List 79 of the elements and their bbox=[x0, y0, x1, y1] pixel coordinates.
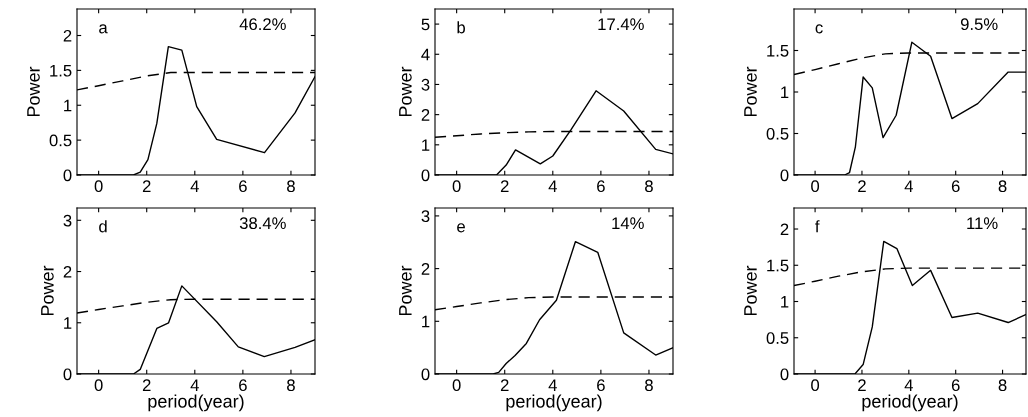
x-tick-label: 6 bbox=[239, 180, 247, 193]
x-axis-title: period(year) bbox=[862, 394, 958, 412]
y-tick-label: 1 bbox=[781, 296, 789, 308]
x-tick-label: 2 bbox=[858, 180, 866, 192]
annotation: a bbox=[99, 24, 108, 34]
y-tick-label: 1.5 bbox=[50, 64, 72, 77]
x-tick-label: 2 bbox=[142, 379, 151, 391]
y-tick-label: 0.5 bbox=[766, 332, 789, 344]
y-tick-label: 0 bbox=[421, 169, 430, 182]
y-tick-label: 0 bbox=[63, 368, 72, 381]
y-tick-label: 1 bbox=[422, 315, 430, 328]
x-tick-label: 6 bbox=[951, 379, 960, 392]
y-axis-title: Power bbox=[744, 265, 757, 316]
x-tick-label: 0 bbox=[811, 379, 820, 392]
annotation: 17.4% bbox=[598, 18, 644, 31]
x-tick-label: 4 bbox=[904, 379, 913, 391]
x-tick-label: 8 bbox=[998, 379, 1007, 392]
x-tick-label: 4 bbox=[190, 180, 199, 192]
x-tick-label: 4 bbox=[904, 180, 913, 192]
y-tick-label: 3 bbox=[421, 210, 430, 223]
x-tick-label: 4 bbox=[548, 379, 557, 391]
x-tick-label: 6 bbox=[597, 379, 605, 392]
x-tick-label: 2 bbox=[142, 180, 151, 192]
x-tick-label: 0 bbox=[94, 180, 103, 193]
annotation: 11% bbox=[967, 217, 998, 230]
x-tick-label: 6 bbox=[951, 180, 960, 193]
y-tick-label: 1.5 bbox=[767, 45, 789, 57]
annotation: 9.5% bbox=[960, 18, 998, 31]
annotation: 46.2% bbox=[239, 18, 286, 31]
annotation: f bbox=[815, 220, 820, 233]
x-tick-label: 0 bbox=[94, 379, 103, 392]
y-axis-title: Power bbox=[744, 66, 757, 117]
y-tick-label: 3 bbox=[421, 78, 430, 91]
x-axis-title: period(year) bbox=[148, 394, 244, 412]
x-tick-label: 8 bbox=[287, 180, 295, 193]
y-tick-label: 2 bbox=[63, 265, 72, 278]
y-tick-label: 0 bbox=[63, 169, 72, 182]
y-tick-label: 1 bbox=[422, 139, 430, 151]
x-tick-label: 2 bbox=[858, 379, 866, 391]
x-axis-title: period(year) bbox=[506, 394, 602, 412]
x-tick-label: 8 bbox=[287, 379, 295, 392]
x-tick-label: 8 bbox=[645, 379, 653, 392]
x-tick-label: 6 bbox=[239, 379, 247, 392]
annotation: 38.4% bbox=[239, 217, 286, 230]
x-tick-label: 2 bbox=[500, 180, 509, 192]
x-tick-label: 0 bbox=[811, 180, 820, 193]
y-tick-label: 2 bbox=[780, 223, 789, 236]
y-tick-label: 0 bbox=[421, 368, 430, 381]
x-tick-label: 4 bbox=[190, 379, 199, 391]
annotation: 14% bbox=[612, 217, 644, 230]
x-tick-label: 8 bbox=[645, 180, 653, 193]
y-tick-label: 2 bbox=[421, 109, 430, 121]
y-axis-title: Power bbox=[27, 66, 40, 117]
y-tick-label: 0 bbox=[780, 169, 789, 182]
x-tick-label: 4 bbox=[548, 180, 557, 192]
y-tick-label: 1 bbox=[781, 86, 789, 99]
y-tick-label: 5 bbox=[421, 18, 430, 31]
x-tick-label: 6 bbox=[597, 180, 605, 193]
y-tick-label: 2 bbox=[421, 263, 430, 275]
x-tick-label: 0 bbox=[452, 379, 461, 392]
y-tick-label: 2 bbox=[63, 29, 72, 42]
y-tick-label: 1 bbox=[64, 99, 72, 112]
annotation: e bbox=[457, 223, 465, 233]
y-tick-label: 4 bbox=[421, 48, 430, 61]
x-tick-label: 8 bbox=[998, 180, 1007, 193]
y-axis-title: Power bbox=[399, 265, 412, 316]
x-tick-label: 2 bbox=[500, 379, 509, 391]
y-axis-title: Power bbox=[41, 265, 54, 316]
annotation: c bbox=[815, 24, 823, 34]
y-tick-label: 0.5 bbox=[49, 134, 72, 147]
annotation: d bbox=[99, 220, 107, 233]
y-tick-label: 3 bbox=[63, 214, 72, 227]
y-tick-label: 1.5 bbox=[767, 259, 789, 272]
y-tick-label: 0 bbox=[780, 368, 789, 381]
y-tick-label: 1 bbox=[64, 317, 72, 329]
y-axis-title: Power bbox=[399, 66, 412, 117]
annotation: b bbox=[457, 21, 465, 34]
y-tick-label: 0.5 bbox=[766, 127, 789, 140]
x-tick-label: 0 bbox=[452, 180, 461, 193]
